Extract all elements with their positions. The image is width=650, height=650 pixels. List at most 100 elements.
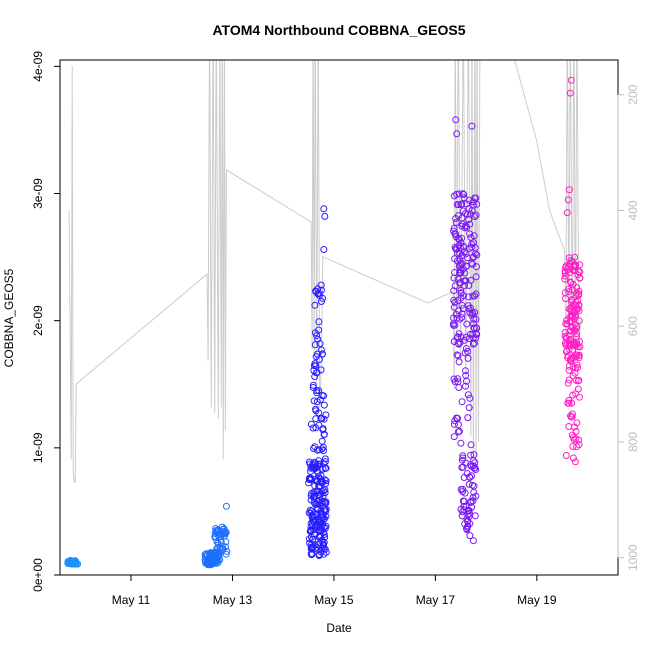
data-point — [465, 305, 473, 313]
data-point — [460, 243, 468, 251]
data-point — [473, 324, 480, 332]
data-point — [466, 394, 474, 402]
data-point — [455, 340, 463, 348]
data-point — [462, 367, 469, 375]
data-point — [466, 473, 474, 481]
data-point — [319, 350, 326, 358]
data-point — [312, 287, 320, 295]
data-point — [320, 447, 327, 455]
x-tick-label: May 11 — [112, 593, 151, 607]
data-point — [463, 526, 471, 533]
data-point — [573, 338, 580, 346]
data-point — [572, 342, 579, 350]
data-point — [567, 413, 575, 421]
data-point — [309, 424, 317, 432]
data-point — [464, 507, 472, 515]
data-point — [319, 294, 327, 302]
data-point — [569, 454, 577, 462]
x-tick-label: May 19 — [517, 593, 557, 607]
data-point — [319, 478, 327, 486]
data-point — [453, 201, 461, 208]
data-point — [320, 515, 328, 523]
data-point — [452, 310, 460, 318]
data-point — [461, 269, 469, 277]
data-point — [314, 335, 322, 343]
data-point — [464, 414, 472, 422]
data-point — [313, 500, 321, 508]
data-point — [571, 458, 579, 466]
data-point — [315, 457, 323, 465]
data-point — [574, 297, 582, 305]
data-point — [574, 271, 582, 279]
data-point — [222, 528, 230, 536]
data-point — [318, 544, 326, 552]
data-point — [459, 485, 467, 493]
data-point — [464, 210, 472, 218]
data-point — [450, 227, 458, 235]
data-point — [572, 428, 580, 435]
data-point — [576, 261, 584, 269]
data-point — [74, 560, 82, 568]
data-point — [451, 282, 459, 290]
data-point — [566, 89, 574, 97]
data-point — [315, 460, 323, 468]
data-point — [204, 557, 212, 565]
data-point — [457, 279, 464, 287]
chart-title: ATOM4 Northbound COBBNA_GEOS5 — [212, 22, 465, 38]
data-point — [206, 549, 214, 557]
data-point — [322, 411, 330, 419]
data-point — [457, 201, 465, 209]
data-point — [463, 377, 470, 385]
data-point — [452, 219, 460, 226]
data-point — [561, 333, 569, 340]
data-point — [453, 414, 460, 422]
data-point — [315, 318, 323, 326]
data-point — [309, 381, 317, 389]
data-point — [310, 464, 318, 471]
data-point — [318, 477, 326, 485]
data-point — [561, 264, 569, 272]
data-point — [564, 196, 572, 204]
data-point — [466, 230, 474, 238]
data-point — [462, 345, 470, 352]
data-point — [450, 287, 458, 295]
y-tick-label: 3e-09 — [31, 178, 45, 209]
data-point — [321, 212, 329, 220]
data-point — [451, 255, 459, 263]
data-point — [312, 405, 320, 413]
data-point — [458, 398, 466, 406]
data-point — [307, 474, 314, 482]
right-tick-label: 1000 — [626, 544, 640, 571]
data-point — [461, 489, 469, 497]
series-3 — [305, 205, 330, 559]
data-point — [471, 292, 479, 300]
data-point — [315, 446, 323, 454]
data-point — [455, 358, 463, 366]
data-point — [468, 243, 476, 251]
data-point — [457, 439, 465, 447]
data-point — [468, 472, 476, 480]
data-point — [562, 295, 569, 303]
data-point — [464, 511, 472, 518]
data-point — [305, 479, 313, 487]
data-point — [570, 435, 578, 443]
data-point — [464, 391, 472, 399]
data-point — [457, 259, 465, 267]
data-point — [218, 542, 226, 550]
data-point — [464, 302, 472, 310]
data-point — [470, 232, 478, 240]
data-point — [320, 506, 328, 514]
data-point — [567, 317, 575, 325]
data-point — [320, 550, 328, 558]
data-point — [465, 216, 473, 224]
data-point — [569, 443, 577, 450]
data-point — [473, 331, 481, 339]
data-point — [212, 548, 220, 556]
data-point — [311, 341, 319, 349]
data-point — [314, 500, 322, 508]
data-point — [313, 398, 321, 406]
series-2 — [201, 502, 231, 569]
data-point — [453, 351, 461, 359]
